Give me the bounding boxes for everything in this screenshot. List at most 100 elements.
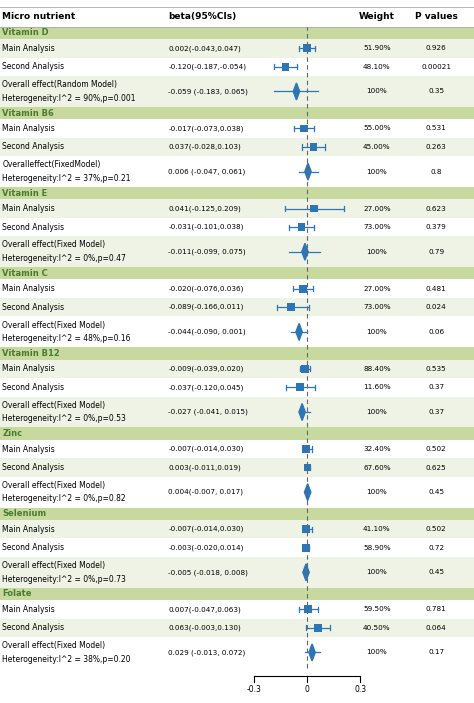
Bar: [0, 520, 474, 538]
Text: 0.781: 0.781: [426, 606, 447, 612]
Text: Second Analysis: Second Analysis: [2, 223, 64, 231]
Text: Heterogeneity:I^2 = 0%,p=0.53: Heterogeneity:I^2 = 0%,p=0.53: [2, 414, 126, 423]
Bar: [0, 347, 474, 360]
Text: 0.041(-0.125,0.209): 0.041(-0.125,0.209): [168, 205, 241, 212]
Text: 0.064: 0.064: [426, 625, 447, 631]
Polygon shape: [304, 484, 311, 501]
Text: Micro nutrient: Micro nutrient: [2, 13, 76, 21]
Bar: [296, 384, 304, 392]
Text: 0.06: 0.06: [428, 329, 444, 335]
Text: Second Analysis: Second Analysis: [2, 303, 64, 311]
Text: 0.926: 0.926: [426, 45, 447, 51]
Bar: [0, 637, 474, 668]
Bar: [310, 143, 318, 151]
Bar: [0, 538, 474, 557]
Text: -0.031(-0.101,0.038): -0.031(-0.101,0.038): [168, 224, 244, 231]
Text: -0.027 (-0.041, 0.015): -0.027 (-0.041, 0.015): [168, 408, 248, 415]
Polygon shape: [303, 564, 309, 581]
Bar: [0, 298, 474, 316]
Text: 40.50%: 40.50%: [363, 625, 391, 631]
Text: 0.79: 0.79: [428, 249, 444, 254]
Text: 0.502: 0.502: [426, 526, 447, 532]
Text: 100%: 100%: [366, 89, 387, 94]
Text: Heterogeneity:I^2 = 38%,p=0.20: Heterogeneity:I^2 = 38%,p=0.20: [2, 654, 131, 664]
Bar: [0, 156, 474, 187]
Text: P values: P values: [415, 13, 457, 21]
Text: 0.00021: 0.00021: [421, 64, 451, 70]
Text: 0.379: 0.379: [426, 224, 447, 230]
Text: 0.72: 0.72: [428, 545, 444, 550]
Bar: [0, 316, 474, 347]
Text: Second Analysis: Second Analysis: [2, 143, 64, 151]
Text: Main Analysis: Main Analysis: [2, 284, 55, 293]
Bar: [0, 7, 474, 27]
Text: 0.024: 0.024: [426, 304, 447, 310]
Text: 59.50%: 59.50%: [363, 606, 391, 612]
Bar: [287, 304, 295, 311]
Text: 0.006 (-0.047, 0.061): 0.006 (-0.047, 0.061): [168, 169, 246, 175]
Bar: [303, 463, 311, 472]
Text: 51.90%: 51.90%: [363, 45, 391, 51]
Text: -0.037(-0.120,0.045): -0.037(-0.120,0.045): [168, 384, 244, 391]
Text: Overall effect(Fixed Model): Overall effect(Fixed Model): [2, 240, 106, 250]
Text: 73.00%: 73.00%: [363, 224, 391, 230]
Bar: [0, 396, 474, 427]
Text: 0.625: 0.625: [426, 465, 447, 470]
Text: 0.45: 0.45: [428, 489, 444, 495]
Text: 0.45: 0.45: [428, 569, 444, 575]
Text: -0.007(-0.014,0.030): -0.007(-0.014,0.030): [168, 446, 244, 452]
Text: 0.063(-0.003,0.130): 0.063(-0.003,0.130): [168, 624, 241, 631]
Text: 100%: 100%: [366, 329, 387, 335]
Bar: [0, 378, 474, 396]
Text: 0.003(-0.011,0.019): 0.003(-0.011,0.019): [168, 464, 241, 471]
Text: Weight: Weight: [359, 13, 395, 21]
Bar: [0, 187, 474, 200]
Text: 100%: 100%: [366, 249, 387, 254]
Text: 100%: 100%: [366, 569, 387, 575]
Bar: [0, 218, 474, 236]
Text: 48.10%: 48.10%: [363, 64, 391, 70]
Text: Second Analysis: Second Analysis: [2, 383, 64, 392]
Text: -0.007(-0.014,0.030): -0.007(-0.014,0.030): [168, 526, 244, 532]
Text: Main Analysis: Main Analysis: [2, 124, 55, 133]
Text: -0.009(-0.039,0.020): -0.009(-0.039,0.020): [168, 366, 244, 372]
Text: -0.017(-0.073,0.038): -0.017(-0.073,0.038): [168, 125, 244, 131]
Text: Heterogeneity:I^2 = 0%,p=0.73: Heterogeneity:I^2 = 0%,p=0.73: [2, 574, 126, 583]
Bar: [0, 120, 474, 138]
Text: 0: 0: [304, 685, 310, 695]
Bar: [302, 525, 310, 533]
Text: Second Analysis: Second Analysis: [2, 543, 64, 552]
Text: -0.020(-0.076,0.036): -0.020(-0.076,0.036): [168, 285, 244, 292]
Text: 27.00%: 27.00%: [363, 205, 391, 212]
Text: 100%: 100%: [366, 409, 387, 415]
Text: Overall effect(Fixed Model): Overall effect(Fixed Model): [2, 641, 106, 650]
Bar: [298, 224, 305, 231]
Bar: [0, 619, 474, 637]
Text: Heterogeneity:I^2 = 0%,p=0.82: Heterogeneity:I^2 = 0%,p=0.82: [2, 494, 126, 503]
Text: 0.531: 0.531: [426, 125, 447, 131]
Text: Main Analysis: Main Analysis: [2, 44, 55, 53]
Text: Heterogeneity:I^2 = 0%,p=0.47: Heterogeneity:I^2 = 0%,p=0.47: [2, 254, 126, 263]
Bar: [0, 557, 474, 588]
Bar: [302, 445, 310, 453]
Bar: [0, 267, 474, 280]
Bar: [0, 508, 474, 520]
Text: Vitamin D: Vitamin D: [2, 28, 49, 37]
Text: -0.3: -0.3: [246, 685, 261, 695]
Text: Heterogeneity:I^2 = 37%,p=0.21: Heterogeneity:I^2 = 37%,p=0.21: [2, 174, 131, 183]
Text: -0.059 (-0.183, 0.065): -0.059 (-0.183, 0.065): [168, 89, 248, 95]
Text: Zinc: Zinc: [2, 429, 22, 438]
Bar: [301, 365, 309, 373]
Text: 0.263: 0.263: [426, 144, 447, 150]
Bar: [300, 285, 307, 292]
Bar: [314, 624, 322, 632]
Text: 0.535: 0.535: [426, 366, 447, 372]
Polygon shape: [293, 83, 300, 100]
Text: Vitamin E: Vitamin E: [2, 188, 47, 198]
Text: 0.007(-0.047,0.063): 0.007(-0.047,0.063): [168, 606, 241, 612]
Polygon shape: [305, 163, 311, 180]
Bar: [303, 44, 311, 52]
Text: 73.00%: 73.00%: [363, 304, 391, 310]
Text: Overall effect(Fixed Model): Overall effect(Fixed Model): [2, 401, 106, 410]
Text: 32.40%: 32.40%: [363, 446, 391, 452]
